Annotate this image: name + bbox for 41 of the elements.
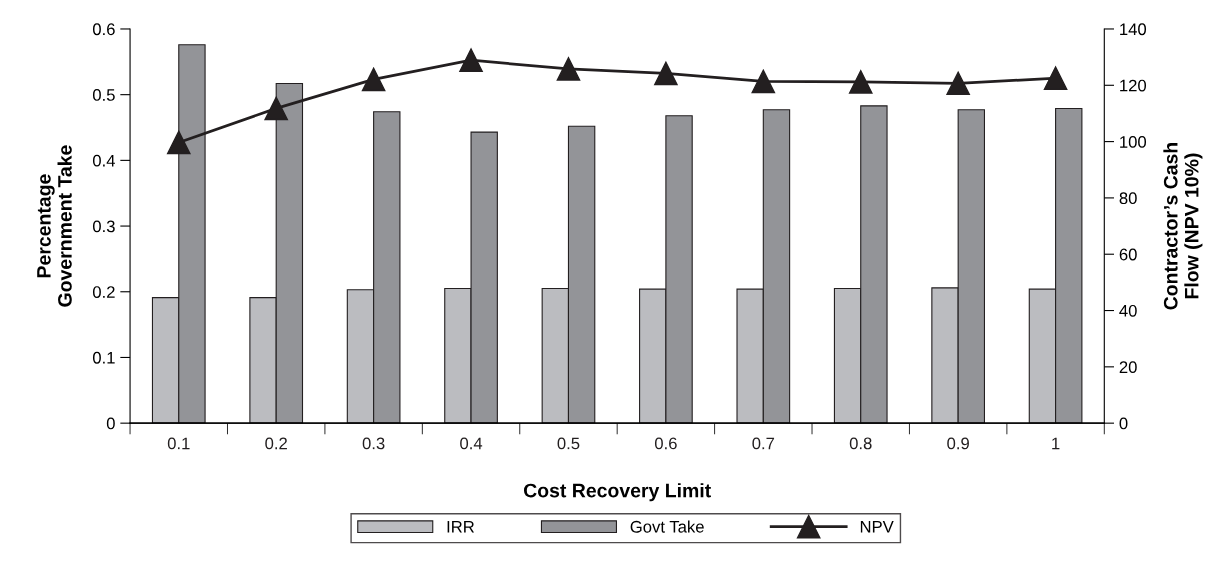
x-tick-label: 0.1 <box>167 437 190 450</box>
x-tick-label: 0.7 <box>752 437 775 450</box>
point <box>459 48 483 73</box>
y-axis-title: Percentage Government Take <box>37 145 72 307</box>
legend-label: IRR <box>447 521 475 533</box>
x-tick-label: 0.8 <box>849 437 872 450</box>
x-tick-label: 0.5 <box>557 437 580 450</box>
point <box>848 70 873 94</box>
x-tick-label: 0.6 <box>654 437 677 450</box>
y2-tick-label: 120 <box>1120 79 1147 92</box>
legend-label: NPV <box>860 521 894 533</box>
x-tick-label: 1 <box>1052 437 1060 450</box>
y-tick-label: 0.1 <box>92 351 115 364</box>
x-axis-title: Cost Recovery Limit <box>523 483 711 502</box>
point <box>654 61 678 86</box>
y-tick-label: 0.5 <box>92 89 115 101</box>
y-tick-label: 0.3 <box>92 220 115 233</box>
y2-tick-label: 140 <box>1120 23 1147 36</box>
y2-axis-title: Contractor’s Cash Flow (NPV 10%) <box>1163 142 1203 310</box>
y2-tick-label: 80 <box>1119 192 1137 205</box>
y2-tick-label: 100 <box>1120 136 1147 148</box>
x-tick-label: 0.4 <box>460 437 483 450</box>
point <box>751 69 776 94</box>
point <box>1043 66 1068 91</box>
y2-tick-label: 60 <box>1119 248 1137 261</box>
y2-tick-label: 40 <box>1119 304 1137 317</box>
point <box>361 67 386 92</box>
y-tick-label: 0.4 <box>92 154 115 167</box>
y-tick-label: 0.2 <box>92 286 115 298</box>
y-tick-label: 0.6 <box>92 23 115 36</box>
y-tick-label: 0 <box>106 417 115 430</box>
point <box>556 57 581 81</box>
point <box>946 71 970 96</box>
x-tick-label: 0.2 <box>265 437 287 450</box>
legend-label: Govt Take <box>630 520 704 533</box>
point <box>264 96 289 121</box>
x-tick-label: 0.9 <box>947 437 969 450</box>
x-tick-label: 0.3 <box>362 437 385 450</box>
y2-tick-label: 20 <box>1119 361 1137 374</box>
y2-tick-label: 0 <box>1119 417 1128 430</box>
point <box>166 130 191 155</box>
